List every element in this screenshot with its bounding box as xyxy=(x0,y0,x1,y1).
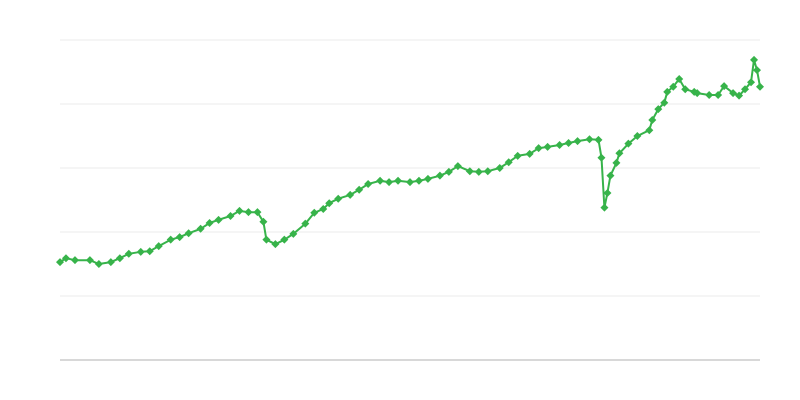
data-point-marker xyxy=(660,98,669,107)
data-point-marker xyxy=(564,139,573,148)
data-point-marker xyxy=(184,229,193,238)
data-point-marker xyxy=(543,142,552,151)
data-point-marker xyxy=(310,208,319,217)
series-line xyxy=(59,58,761,265)
data-point-marker xyxy=(289,229,298,238)
data-point-marker xyxy=(525,149,534,158)
gridlines xyxy=(60,39,760,297)
data-point-marker xyxy=(603,188,612,197)
data-point-marker xyxy=(259,217,268,226)
data-point-marker xyxy=(669,82,678,91)
data-point-marker xyxy=(600,203,609,212)
data-point-marker xyxy=(196,224,205,233)
data-point-marker xyxy=(280,235,289,244)
data-point-marker xyxy=(495,164,504,172)
data-point-marker xyxy=(94,260,103,268)
data-point-marker xyxy=(741,85,750,94)
data-point-marker xyxy=(175,233,184,242)
data-point-marker xyxy=(423,174,432,183)
data-point-marker xyxy=(756,82,764,91)
data-point-marker xyxy=(136,247,145,256)
data-point-marker xyxy=(154,242,163,251)
data-point-marker xyxy=(693,89,702,98)
data-point-marker xyxy=(681,85,690,94)
data-point-marker xyxy=(444,167,453,176)
data-point-marker xyxy=(585,135,594,144)
data-point-marker xyxy=(735,91,744,100)
data-point-marker xyxy=(753,66,762,75)
data-point-marker xyxy=(504,158,513,167)
data-point-marker xyxy=(654,105,663,114)
data-point-marker xyxy=(301,219,310,228)
data-point-marker xyxy=(594,135,603,144)
data-point-marker xyxy=(385,178,394,187)
data-point-marker xyxy=(355,185,364,194)
data-point-marker xyxy=(714,91,723,100)
data-point-marker xyxy=(235,206,244,215)
data-point-marker xyxy=(346,190,355,199)
data-point-marker xyxy=(624,139,633,148)
data-point-marker xyxy=(145,247,154,256)
data-point-marker xyxy=(394,176,403,185)
data-point-marker xyxy=(325,199,334,208)
data-point-marker xyxy=(124,249,133,258)
series-markers xyxy=(56,55,764,268)
data-point-marker xyxy=(729,89,738,98)
data-point-marker xyxy=(115,254,124,263)
data-point-marker xyxy=(474,167,483,176)
data-point-marker xyxy=(555,140,564,149)
data-point-marker xyxy=(85,256,94,265)
data-point-marker xyxy=(483,167,492,176)
data-point-marker xyxy=(376,176,385,185)
data-point-marker xyxy=(720,82,729,91)
data-point-marker xyxy=(633,132,642,140)
data-point-marker xyxy=(606,171,615,180)
data-point-marker xyxy=(253,208,262,217)
data-point-marker xyxy=(645,126,654,135)
data-point-marker xyxy=(453,162,462,171)
data-point-marker xyxy=(414,176,423,185)
data-point-marker xyxy=(406,178,414,187)
data-point-marker xyxy=(106,258,115,267)
data-point-marker xyxy=(226,212,235,220)
data-point-marker xyxy=(534,144,543,153)
data-point-marker xyxy=(663,87,672,96)
data-point-marker xyxy=(56,258,64,267)
data-point-marker xyxy=(214,215,223,224)
data-point-marker xyxy=(750,55,759,64)
data-point-marker xyxy=(615,149,624,158)
data-point-marker xyxy=(271,240,280,249)
data-point-marker xyxy=(648,116,657,124)
data-point-marker xyxy=(597,153,606,162)
data-point-marker xyxy=(262,235,271,244)
data-point-marker xyxy=(70,256,79,265)
data-point-marker xyxy=(573,137,582,146)
data-point-marker xyxy=(166,235,175,244)
data-point-marker xyxy=(244,208,253,217)
data-point-marker xyxy=(205,219,214,228)
data-point-marker xyxy=(705,91,714,100)
data-point-marker xyxy=(513,151,522,160)
data-point-marker xyxy=(675,75,684,84)
data-point-marker xyxy=(612,158,621,167)
data-point-marker xyxy=(435,171,444,180)
data-point-marker xyxy=(334,194,343,203)
data-point-marker xyxy=(364,180,373,188)
data-point-marker xyxy=(319,204,328,213)
data-point-marker xyxy=(465,167,474,176)
data-point-marker xyxy=(61,254,70,263)
data-point-marker xyxy=(747,78,756,87)
